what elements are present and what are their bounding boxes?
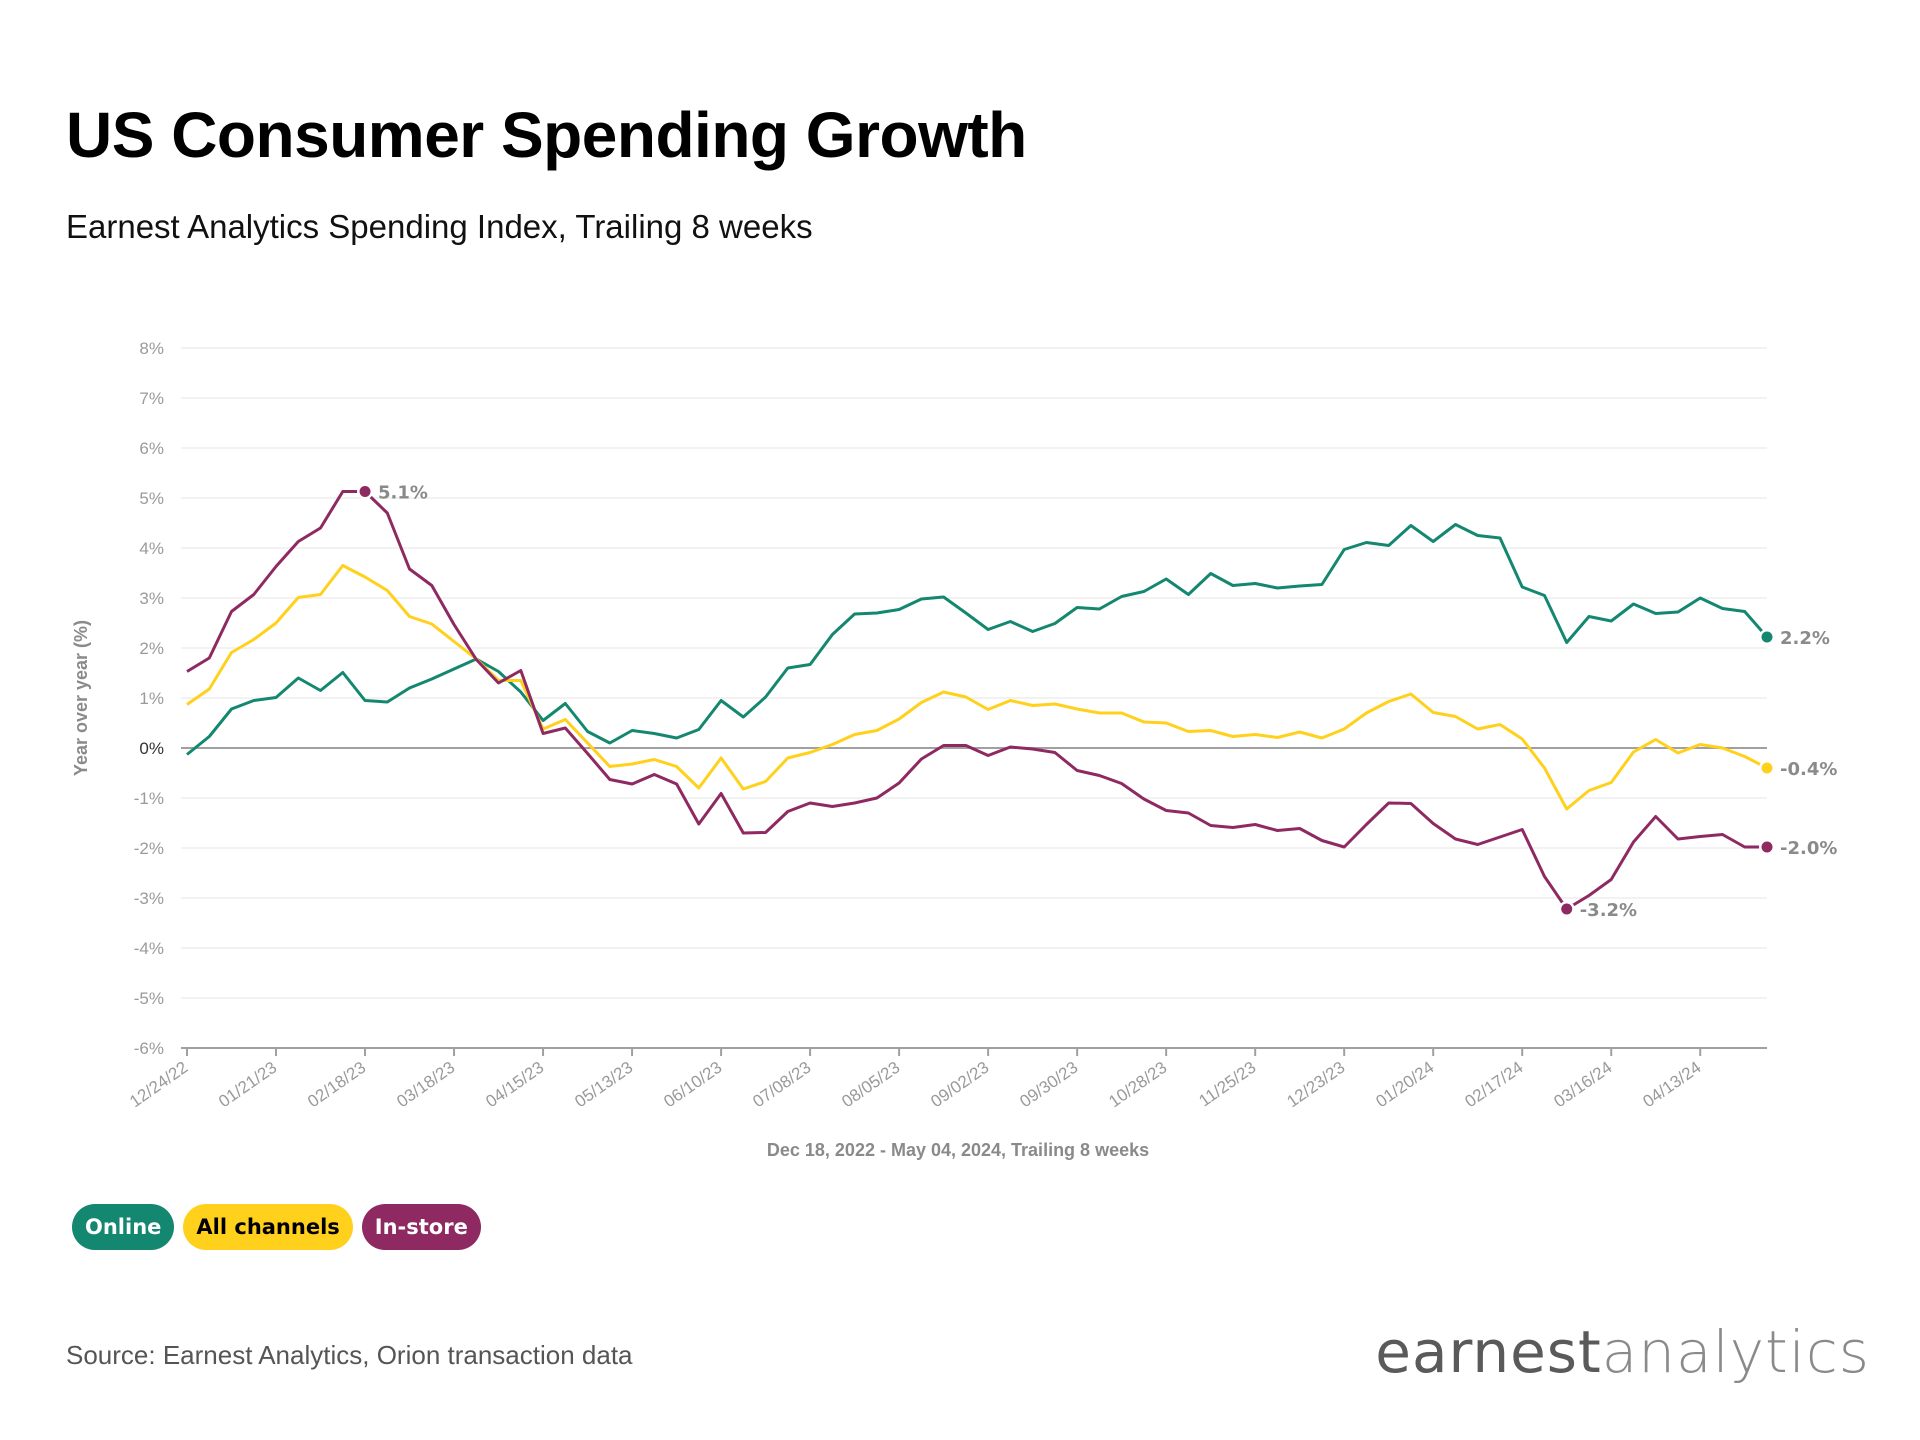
y-tick-label: 0% <box>139 739 164 758</box>
annotation-dot <box>359 486 371 497</box>
annotation-label: -3.2% <box>1580 900 1637 921</box>
annotation-label: -0.4% <box>1780 759 1837 780</box>
y-tick-label: 5% <box>139 489 164 508</box>
annotation-label: 5.1% <box>378 483 428 504</box>
x-tick-label: 10/28/23 <box>1105 1058 1170 1112</box>
x-tick-label: 09/02/23 <box>927 1058 992 1112</box>
x-tick-label: 12/23/23 <box>1283 1058 1348 1112</box>
y-tick-label: 7% <box>139 389 164 408</box>
y-tick-label: -2% <box>134 839 164 858</box>
x-tick-label: 04/15/23 <box>482 1058 547 1112</box>
online-line <box>186 523 1769 756</box>
x-tick-label: 05/13/23 <box>571 1058 636 1112</box>
x-tick-label: 03/18/23 <box>393 1058 458 1112</box>
legend: Online All channels In-store <box>72 1204 481 1250</box>
in-store-line <box>186 490 1767 911</box>
source-note: Source: Earnest Analytics, Orion transac… <box>66 1340 633 1370</box>
legend-all-channels[interactable]: All channels <box>183 1204 353 1250</box>
x-tick-label: 01/21/23 <box>215 1058 280 1112</box>
annotation-dot <box>1761 762 1773 774</box>
y-tick-label: 6% <box>139 439 164 458</box>
legend-in-store[interactable]: In-store <box>361 1204 481 1250</box>
logo-part-2: analytics <box>1601 1318 1870 1386</box>
y-tick-label: 8% <box>139 339 164 358</box>
legend-online[interactable]: Online <box>72 1204 175 1250</box>
annotation-dot <box>1761 841 1773 853</box>
x-tick-label: 09/30/23 <box>1016 1058 1081 1112</box>
page-title: US Consumer Spending Growth <box>66 99 1027 171</box>
x-tick-label: 03/16/24 <box>1550 1058 1615 1112</box>
y-tick-label: 3% <box>139 589 164 608</box>
x-tick-label: 02/18/23 <box>304 1058 369 1112</box>
x-tick-label: 04/13/24 <box>1639 1058 1704 1112</box>
annotation-label: 2.2% <box>1780 628 1830 649</box>
annotation-dot <box>1761 631 1773 643</box>
x-tick-label: 07/08/23 <box>749 1058 814 1112</box>
x-tick-label: 02/17/24 <box>1461 1058 1526 1112</box>
y-tick-label: -1% <box>134 789 164 808</box>
legend-label: In-store <box>374 1215 468 1239</box>
y-axis-title: Year over year (%) <box>71 620 91 776</box>
x-tick-label: 11/25/23 <box>1195 1058 1259 1111</box>
y-tick-label: 4% <box>139 539 164 558</box>
earnest-analytics-logo: earnestanalytics <box>1375 1318 1870 1386</box>
y-tick-label: 2% <box>139 639 164 658</box>
y-tick-label: 1% <box>139 689 164 708</box>
annotation-label: -2.0% <box>1780 838 1837 859</box>
all-channels-line <box>186 564 1768 811</box>
x-tick-label: 08/05/23 <box>838 1058 903 1112</box>
x-tick-label: 01/20/24 <box>1372 1058 1437 1112</box>
y-tick-label: -4% <box>134 939 164 958</box>
y-tick-label: -3% <box>134 889 164 908</box>
annotation-dot <box>1561 903 1573 915</box>
x-axis-title: Dec 18, 2022 - May 04, 2024, Trailing 8 … <box>767 1140 1149 1160</box>
y-tick-label: -6% <box>134 1039 164 1058</box>
legend-label: All channels <box>196 1215 340 1239</box>
y-tick-label: -5% <box>134 989 164 1008</box>
legend-label: Online <box>85 1215 162 1239</box>
logo-part-1: earnest <box>1375 1318 1602 1386</box>
x-tick-label: 06/10/23 <box>660 1058 725 1112</box>
page-subtitle: Earnest Analytics Spending Index, Traili… <box>66 208 813 245</box>
x-tick-label: 12/24/22 <box>126 1058 191 1112</box>
